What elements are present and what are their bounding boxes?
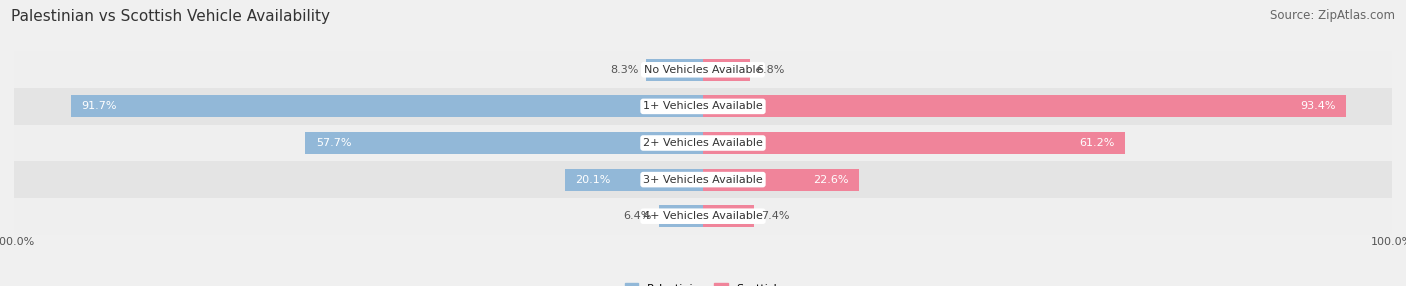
Bar [14,88,1392,125]
Bar [14,198,1392,235]
Text: 22.6%: 22.6% [813,175,848,184]
Bar [645,59,703,81]
Bar [703,169,859,190]
Text: 2+ Vehicles Available: 2+ Vehicles Available [643,138,763,148]
Bar [703,59,749,81]
Bar [565,169,703,190]
Bar [14,51,1392,88]
Bar [703,132,1125,154]
Text: Source: ZipAtlas.com: Source: ZipAtlas.com [1270,9,1395,21]
Bar [14,161,1392,198]
Text: 1+ Vehicles Available: 1+ Vehicles Available [643,102,763,111]
Text: 3+ Vehicles Available: 3+ Vehicles Available [643,175,763,184]
Text: 7.4%: 7.4% [761,211,789,221]
Text: 8.3%: 8.3% [610,65,638,75]
Bar [72,96,703,117]
Text: Palestinian vs Scottish Vehicle Availability: Palestinian vs Scottish Vehicle Availabi… [11,9,330,23]
Text: 61.2%: 61.2% [1078,138,1115,148]
Bar [703,96,1347,117]
Bar [703,205,754,227]
Legend: Palestinian, Scottish: Palestinian, Scottish [620,279,786,286]
Text: 20.1%: 20.1% [575,175,610,184]
Text: 4+ Vehicles Available: 4+ Vehicles Available [643,211,763,221]
Text: 93.4%: 93.4% [1301,102,1336,111]
Text: No Vehicles Available: No Vehicles Available [644,65,762,75]
Text: 6.8%: 6.8% [756,65,785,75]
Bar [305,132,703,154]
Text: 6.4%: 6.4% [624,211,652,221]
Bar [659,205,703,227]
Text: 91.7%: 91.7% [82,102,117,111]
Bar [14,125,1392,161]
Text: 57.7%: 57.7% [316,138,352,148]
